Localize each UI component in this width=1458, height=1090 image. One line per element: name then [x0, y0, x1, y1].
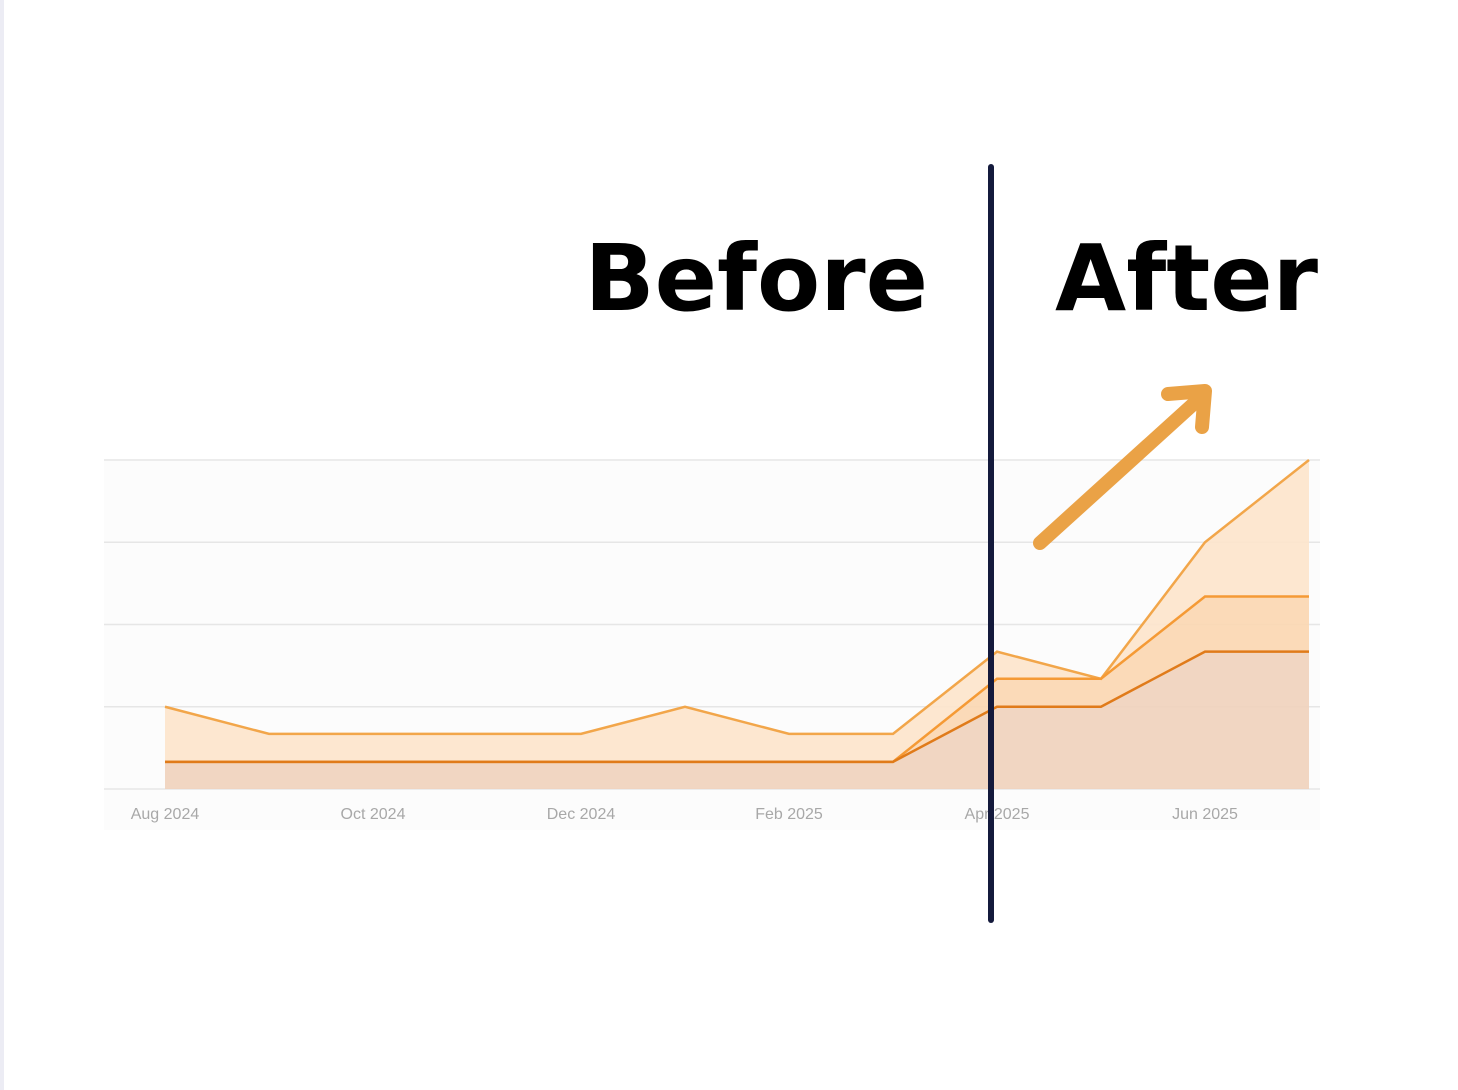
series-line: [164, 459, 1310, 736]
before-label: Before: [584, 225, 928, 332]
left-edge: [0, 0, 4, 1090]
chart: Aug 2024 Oct 2024 Dec 2024 Feb 2025 Apr 2025…: [104, 459, 1320, 823]
area: [165, 651, 1309, 789]
x-tick-label: Feb 2025: [755, 806, 823, 823]
series-line: [165, 650, 1309, 764]
x-tick-label: Jun 2025: [1172, 806, 1238, 823]
x-tick-label: Dec 2024: [547, 806, 616, 823]
x-tick-label: Oct 2024: [341, 806, 406, 823]
x-tick-label: Apr 2025: [965, 806, 1030, 823]
x-tick-label: Aug 2024: [131, 806, 200, 823]
after-label: After: [1055, 225, 1319, 332]
trend-arrow: [1033, 384, 1212, 550]
